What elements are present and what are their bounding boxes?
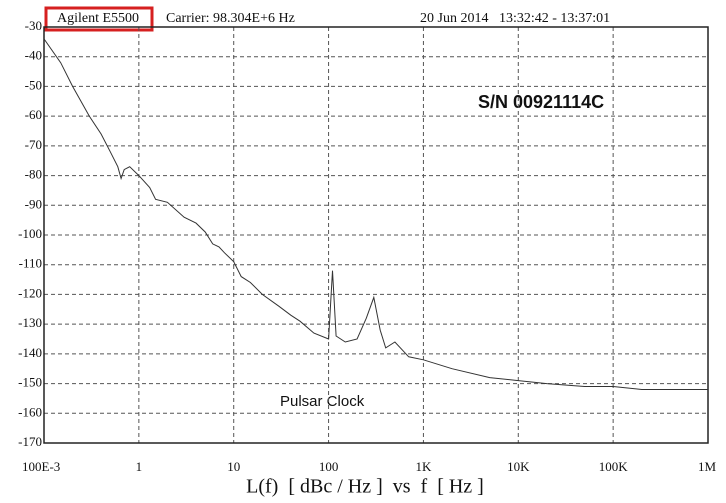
plot-frame [43,26,709,444]
y-tick-label: -170 [18,434,42,449]
y-tick-label: -130 [18,315,42,330]
trace [43,38,708,390]
y-tick-label: -100 [18,226,42,241]
y-tick-label: -40 [25,48,42,63]
timestamp: 20 Jun 2014 13:32:42 - 13:37:01 [420,11,610,26]
y-tick-label: -160 [18,404,42,419]
highlight-box [44,6,154,32]
x-tick-label: 1M [698,459,717,474]
y-tick-label: -110 [19,256,42,271]
x-axis-label: L(f) [ dBc / Hz ] vs f [ Hz ] [246,476,484,498]
serial: S/N 00921114C [478,92,604,112]
y-tick-label: -90 [25,196,42,211]
y-tick-label: -140 [18,345,42,360]
x-tick-label: 10 [227,459,240,474]
y-tick-label: -30 [25,18,42,33]
annotation: Pulsar Clock [280,393,365,410]
x-tick-label: 1K [415,459,432,474]
x-tick-label: 100E-3 [22,459,60,474]
x-tick-label: 100K [599,459,629,474]
y-tick-label: -60 [25,107,42,122]
y-tick-label: -50 [25,77,42,92]
carrier: Carrier: 98.304E+6 Hz [166,11,295,26]
y-tick-label: -120 [18,285,42,300]
instrument: Agilent E5500 [57,11,139,26]
y-tick-label: -80 [25,167,42,182]
y-tick-label: -150 [18,375,42,390]
y-tick-label: -70 [25,137,42,152]
x-tick-label: 10K [507,459,530,474]
x-tick-label: 1 [136,459,143,474]
x-tick-label: 100 [319,459,339,474]
